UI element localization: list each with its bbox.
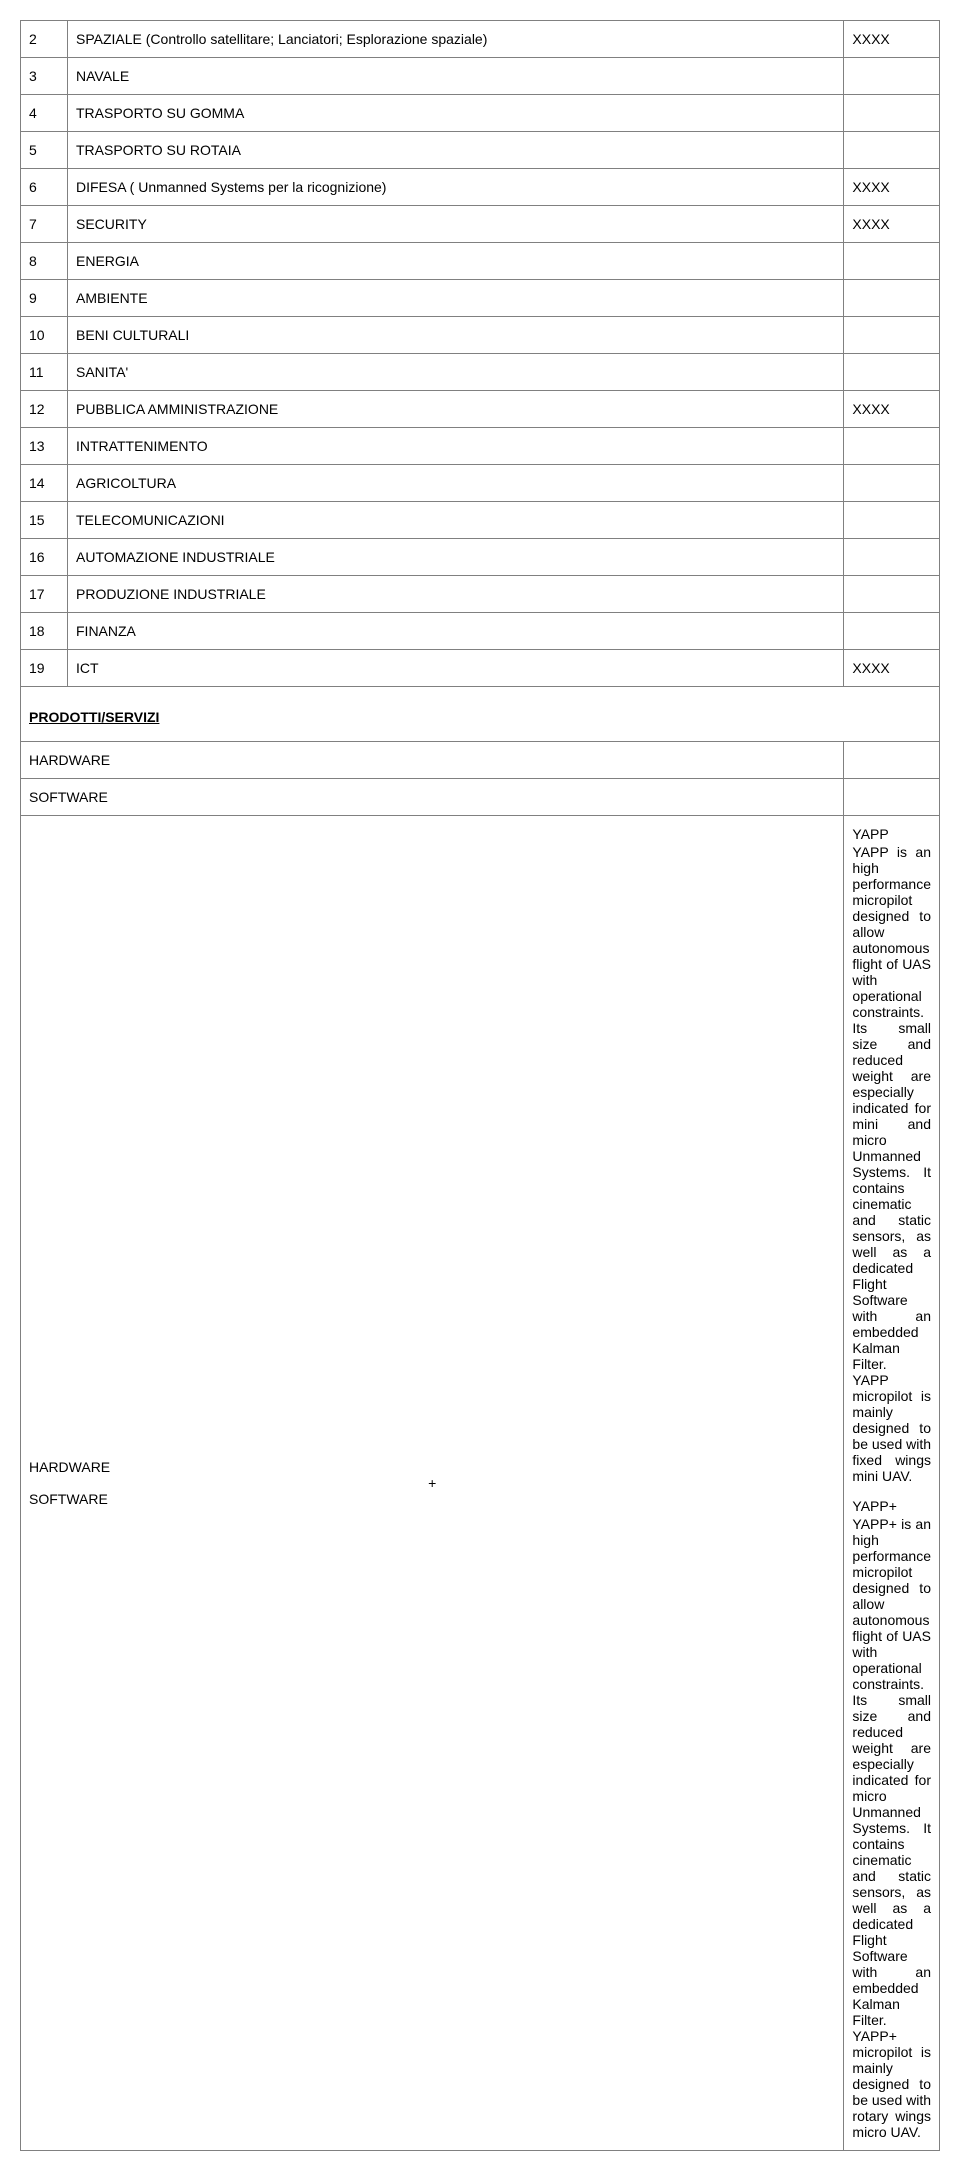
sector-row: 14AGRICOLTURA	[21, 465, 940, 502]
ps-hwsw-label: HARDWARE + SOFTWARE	[21, 816, 844, 2151]
sector-row: 8ENERGIA	[21, 243, 940, 280]
sector-label: NAVALE	[68, 58, 844, 95]
sector-row: 15TELECOMUNICAZIONI	[21, 502, 940, 539]
sector-row: 3NAVALE	[21, 58, 940, 95]
yapp-body-1: YAPP is an high performance micropilot d…	[852, 844, 931, 1372]
sector-number: 10	[21, 317, 68, 354]
sector-label: ICT	[68, 650, 844, 687]
sector-label: INTRATTENIMENTO	[68, 428, 844, 465]
sector-mark	[844, 95, 940, 132]
sector-mark	[844, 613, 940, 650]
yapp-body-2: YAPP micropilot is mainly designed to be…	[852, 1372, 931, 1484]
sector-number: 14	[21, 465, 68, 502]
ps-row-hardware: HARDWARE	[21, 742, 940, 779]
ps-hwsw-content: YAPP YAPP is an high performance micropi…	[844, 816, 940, 2151]
sector-label: AUTOMAZIONE INDUSTRIALE	[68, 539, 844, 576]
sector-number: 15	[21, 502, 68, 539]
sector-number: 6	[21, 169, 68, 206]
ps-row-hwsw: HARDWARE + SOFTWARE YAPP YAPP is an high…	[21, 816, 940, 2151]
ps-hardware-label: HARDWARE	[21, 742, 844, 779]
yapp-body: YAPP is an high performance micropilot d…	[852, 844, 931, 1484]
prodotti-servizi-title: PRODOTTI/SERVIZI	[21, 687, 940, 742]
sector-label: TRASPORTO SU ROTAIA	[68, 132, 844, 169]
sector-number: 4	[21, 95, 68, 132]
sector-row: 6DIFESA ( Unmanned Systems per la ricogn…	[21, 169, 940, 206]
sector-number: 2	[21, 21, 68, 58]
sector-number: 18	[21, 613, 68, 650]
sector-row: 13INTRATTENIMENTO	[21, 428, 940, 465]
sector-label: PRODUZIONE INDUSTRIALE	[68, 576, 844, 613]
sector-number: 5	[21, 132, 68, 169]
sector-label: ENERGIA	[68, 243, 844, 280]
sector-row: 11SANITA'	[21, 354, 940, 391]
sector-row: 12PUBBLICA AMMINISTRAZIONEXXXX	[21, 391, 940, 428]
sector-number: 19	[21, 650, 68, 687]
yapp-plus-body-2: YAPP+ micropilot is mainly designed to b…	[852, 2028, 931, 2140]
sector-row: 2SPAZIALE (Controllo satellitare; Lancia…	[21, 21, 940, 58]
sector-label: PUBBLICA AMMINISTRAZIONE	[68, 391, 844, 428]
sector-mark	[844, 132, 940, 169]
sector-mark	[844, 428, 940, 465]
sector-mark: XXXX	[844, 21, 940, 58]
sector-row: 17PRODUZIONE INDUSTRIALE	[21, 576, 940, 613]
sector-mark	[844, 502, 940, 539]
sector-row: 5TRASPORTO SU ROTAIA	[21, 132, 940, 169]
sector-label: TRASPORTO SU GOMMA	[68, 95, 844, 132]
sector-row: 4TRASPORTO SU GOMMA	[21, 95, 940, 132]
sector-number: 13	[21, 428, 68, 465]
sector-number: 8	[21, 243, 68, 280]
sector-label: SANITA'	[68, 354, 844, 391]
ps-hwsw-label-1: HARDWARE	[29, 1459, 110, 1475]
ps-hardware-content	[844, 742, 940, 779]
sector-mark: XXXX	[844, 650, 940, 687]
sector-mark	[844, 280, 940, 317]
ps-hwsw-plus: +	[29, 1475, 835, 1491]
ps-row-software: SOFTWARE	[21, 779, 940, 816]
sector-number: 9	[21, 280, 68, 317]
sector-mark: XXXX	[844, 391, 940, 428]
sector-label: TELECOMUNICAZIONI	[68, 502, 844, 539]
sector-label: FINANZA	[68, 613, 844, 650]
sector-label: BENI CULTURALI	[68, 317, 844, 354]
yapp-plus-body: YAPP+ is an high performance micropilot …	[852, 1516, 931, 2140]
sector-label: AMBIENTE	[68, 280, 844, 317]
ps-hwsw-label-2: SOFTWARE	[29, 1491, 108, 1507]
yapp-heading: YAPP	[852, 826, 931, 842]
sector-number: 7	[21, 206, 68, 243]
sector-row: 16AUTOMAZIONE INDUSTRIALE	[21, 539, 940, 576]
yapp-plus-heading: YAPP+	[852, 1498, 931, 1514]
sector-label: AGRICOLTURA	[68, 465, 844, 502]
sector-row: 9AMBIENTE	[21, 280, 940, 317]
sector-number: 17	[21, 576, 68, 613]
sector-number: 16	[21, 539, 68, 576]
sector-mark	[844, 465, 940, 502]
sector-mark	[844, 539, 940, 576]
sectors-table: 2SPAZIALE (Controllo satellitare; Lancia…	[20, 20, 940, 2151]
sector-row: 18FINANZA	[21, 613, 940, 650]
sector-label: SPAZIALE (Controllo satellitare; Lanciat…	[68, 21, 844, 58]
sector-mark	[844, 58, 940, 95]
sector-mark	[844, 576, 940, 613]
sector-label: SECURITY	[68, 206, 844, 243]
sector-number: 12	[21, 391, 68, 428]
sector-mark	[844, 354, 940, 391]
sector-label: DIFESA ( Unmanned Systems per la ricogni…	[68, 169, 844, 206]
sector-mark: XXXX	[844, 169, 940, 206]
sector-mark	[844, 243, 940, 280]
ps-software-label: SOFTWARE	[21, 779, 844, 816]
ps-software-content	[844, 779, 940, 816]
sector-number: 3	[21, 58, 68, 95]
sector-mark: XXXX	[844, 206, 940, 243]
sector-mark	[844, 317, 940, 354]
sector-row: 19ICTXXXX	[21, 650, 940, 687]
sector-number: 11	[21, 354, 68, 391]
yapp-plus-body-1: YAPP+ is an high performance micropilot …	[852, 1516, 931, 2028]
sector-row: 10BENI CULTURALI	[21, 317, 940, 354]
sector-row: 7SECURITYXXXX	[21, 206, 940, 243]
